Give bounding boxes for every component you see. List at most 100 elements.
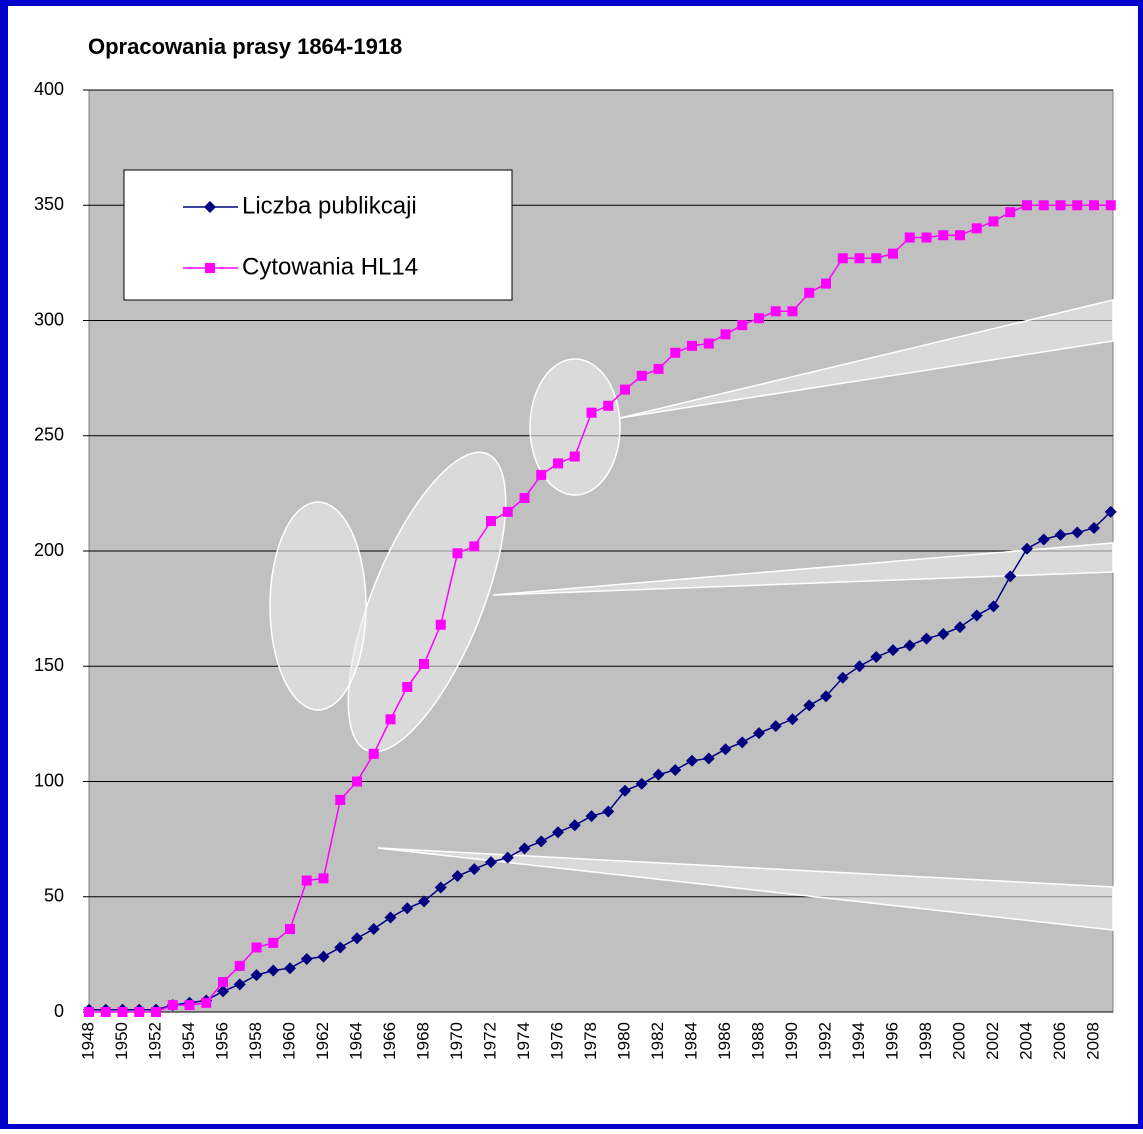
legend [123,169,513,301]
point [888,248,898,259]
point [568,819,581,832]
x-tick-label: 1950 [112,1022,131,1060]
point [317,950,330,963]
point [435,619,446,630]
point [686,754,698,767]
point [1055,200,1066,211]
x-tick-label: 1978 [581,1022,600,1060]
point [871,253,882,264]
point [519,492,530,503]
wedge [619,299,1114,419]
point [1072,200,1083,211]
point [267,964,280,977]
point [753,727,765,740]
y-tick-label: 250 [34,425,64,445]
point [653,363,664,374]
y-tick-label: 150 [34,655,64,675]
ellipse [347,451,507,753]
point [419,658,429,669]
point [452,548,463,559]
point [585,810,598,823]
x-tick-label: 1958 [246,1022,265,1060]
x-tick-label: 1980 [614,1022,633,1060]
point [821,278,831,289]
y-tick-label: 200 [34,540,64,560]
point [737,320,748,331]
point [1089,200,1099,211]
ellipse [269,501,367,711]
point [803,699,816,712]
y-tick-label: 50 [44,886,64,906]
point [1088,521,1100,534]
x-tick-label: 1988 [748,1022,767,1060]
point [268,937,279,948]
point [451,870,464,883]
legend-label: Cytowania HL14 [242,253,418,280]
point [820,690,832,703]
point [352,776,362,787]
point [736,736,749,749]
point [836,671,849,684]
point [84,1007,94,1017]
point [837,253,848,264]
point [636,370,647,381]
wedge [492,542,1114,596]
x-tick-label: 1964 [346,1022,365,1060]
point [703,338,714,349]
point [218,977,228,988]
point [670,347,681,358]
x-tick-label: 1956 [212,1022,231,1060]
point [485,856,497,869]
x-tick-label: 1966 [380,1022,399,1060]
point [251,942,262,953]
x-tick-label: 1998 [916,1022,935,1060]
y-tick-label: 100 [34,770,64,790]
point [469,541,480,552]
point [351,932,363,945]
point [234,960,245,971]
point [1004,570,1017,583]
point [318,873,329,884]
x-tick-label: 1992 [815,1022,834,1060]
x-tick-label: 1976 [547,1022,566,1060]
point [486,516,496,527]
chart-title: Opracowania prasy 1864-1918 [88,34,402,59]
point [553,458,563,469]
point [787,306,798,317]
x-tick-label: 1996 [882,1022,901,1060]
point [552,826,564,839]
point [335,794,346,805]
point [468,863,481,876]
point [205,263,215,273]
point [954,621,966,634]
x-tick-label: 1954 [179,1022,198,1060]
y-tick-label: 350 [34,194,64,214]
point [669,763,682,776]
point [987,600,1000,613]
point [501,851,514,864]
point [434,881,447,894]
point [367,923,380,936]
point [402,681,413,692]
point [134,1007,145,1017]
point [603,400,614,411]
x-tick-label: 1968 [413,1022,432,1060]
x-tick-label: 2008 [1083,1022,1102,1060]
x-tick-label: 2000 [949,1022,968,1060]
point [117,1007,128,1017]
x-tick-label: 2006 [1050,1022,1069,1060]
y-tick-label: 400 [34,79,64,99]
highlights [269,299,1114,931]
point [384,911,397,924]
point [1005,207,1016,218]
point [921,232,932,243]
x-tick-label: 1952 [145,1022,164,1060]
x-tick-label: 1994 [849,1022,868,1060]
point [804,287,815,298]
point [502,506,513,517]
point [769,720,782,733]
point [887,644,899,657]
point [619,784,631,797]
x-tick-label: 1974 [514,1022,533,1060]
